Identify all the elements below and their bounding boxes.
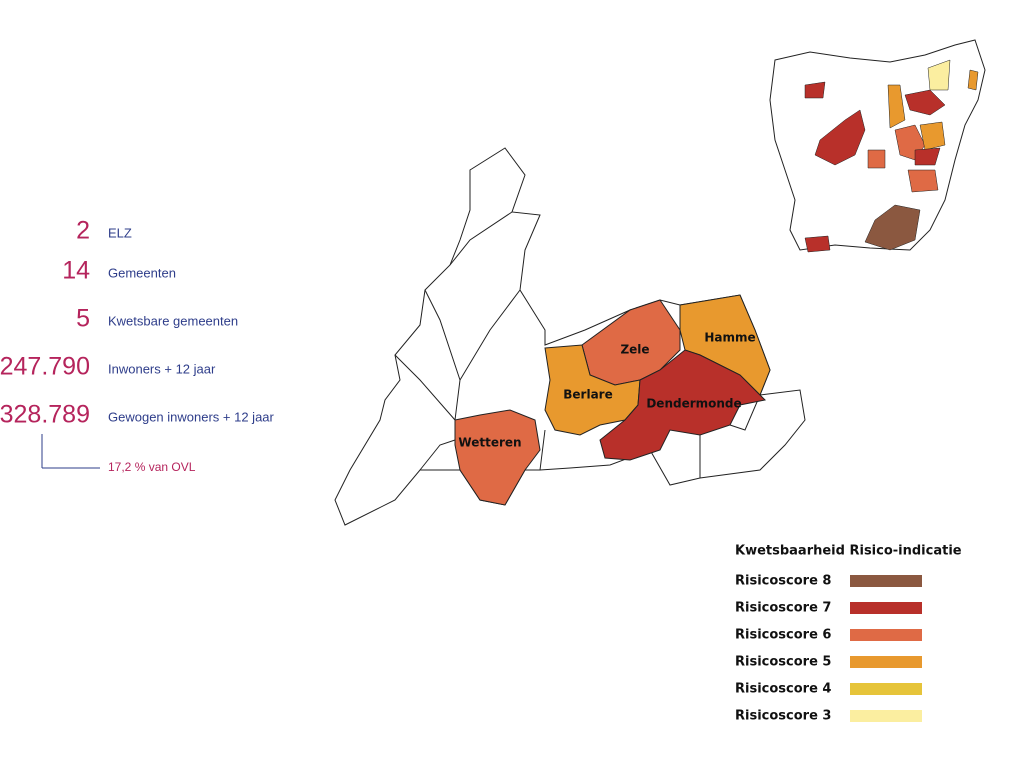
stat-value: 14 <box>62 257 90 285</box>
legend-swatch <box>850 656 922 668</box>
stat-label: ELZ <box>108 225 132 240</box>
stat-value: 5 <box>76 305 90 333</box>
stat-value: 247.790 <box>0 353 90 381</box>
legend-swatch <box>850 575 922 587</box>
municipality-label: Hamme <box>704 331 755 345</box>
legend-label: Risicoscore 6 <box>735 628 831 643</box>
note: 17,2 % van OVL <box>108 460 196 474</box>
municipality-label: Wetteren <box>458 436 521 450</box>
stat-value: 2 <box>76 217 90 245</box>
legend-swatch <box>850 710 922 722</box>
municipality <box>454 409 541 506</box>
stat-label: Gemeenten <box>108 265 176 280</box>
stat-label: Kwetsbare gemeenten <box>108 313 238 328</box>
stat-label: Inwoners + 12 jaar <box>108 361 216 376</box>
municipality-label: Dendermonde <box>646 397 741 411</box>
legend-swatch <box>850 683 922 695</box>
legend-label: Risicoscore 4 <box>735 682 831 697</box>
municipality-label: Berlare <box>563 388 612 402</box>
inset-map <box>769 39 986 253</box>
legend-title: Kwetsbaarheid Risico-indicatie <box>735 544 962 559</box>
legend-label: Risicoscore 3 <box>735 709 831 724</box>
region-borders <box>394 211 761 478</box>
legend-label: Risicoscore 7 <box>735 601 831 616</box>
legend-swatch <box>850 629 922 641</box>
stat-value: 328.789 <box>0 401 90 429</box>
municipality <box>599 349 767 461</box>
legend-label: Risicoscore 5 <box>735 655 831 670</box>
legend-label: Risicoscore 8 <box>735 574 831 589</box>
municipality-label: Zele <box>620 343 649 357</box>
legend-swatch <box>850 602 922 614</box>
stat-label: Gewogen inwoners + 12 jaar <box>108 409 275 424</box>
